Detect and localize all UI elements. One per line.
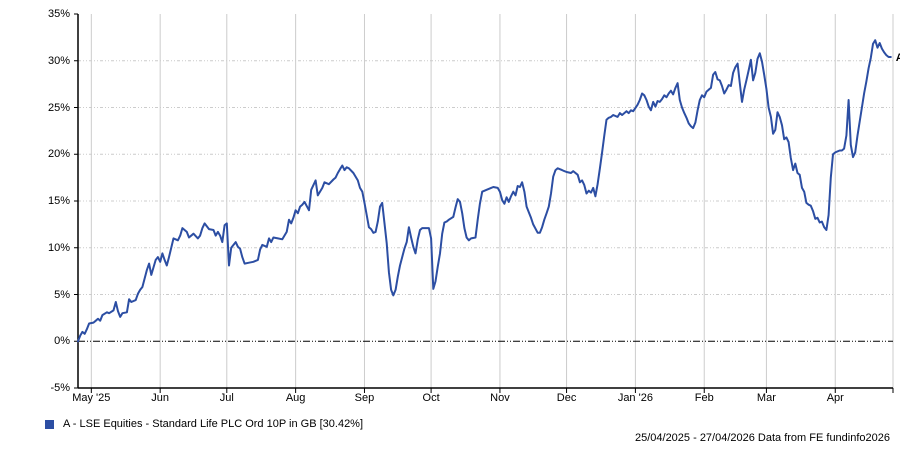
y-axis-label: 15% [47,195,70,207]
legend-label: A - LSE Equities - Standard Life PLC Ord… [63,418,364,430]
series-line-A [77,39,892,343]
x-axis-label: Dec [556,392,577,404]
x-axis-label: Apr [826,392,844,404]
y-axis-label: 25% [47,101,70,114]
series-end-marker: A [896,52,900,64]
y-axis-label: 30% [47,54,70,67]
legend: A - LSE Equities - Standard Life PLC Ord… [45,418,363,430]
legend-swatch-icon [45,419,54,429]
x-axis-label: Aug [285,392,306,404]
x-axis-label: Nov [490,392,510,404]
y-axis-label: 20% [47,148,70,161]
x-axis-label: Oct [422,392,440,404]
x-axis-label: Jul [219,392,234,404]
x-axis-label: Jan '26 [617,392,653,404]
y-axis-label: 5% [54,288,70,301]
x-axis-label: May '25 [72,392,111,404]
y-axis-label: 35% [47,8,70,20]
x-axis-label: Jun [151,392,170,404]
y-axis-label: 10% [47,241,70,254]
footer-date-range: 25/04/2025 - 27/04/2026 Data from FE fun… [634,432,890,444]
y-axis-label: -5% [50,382,70,394]
x-axis-label: Sep [354,392,375,404]
x-axis-label: Mar [756,392,776,404]
y-axis-label: 0% [54,335,70,348]
x-axis-label: Feb [694,392,714,404]
